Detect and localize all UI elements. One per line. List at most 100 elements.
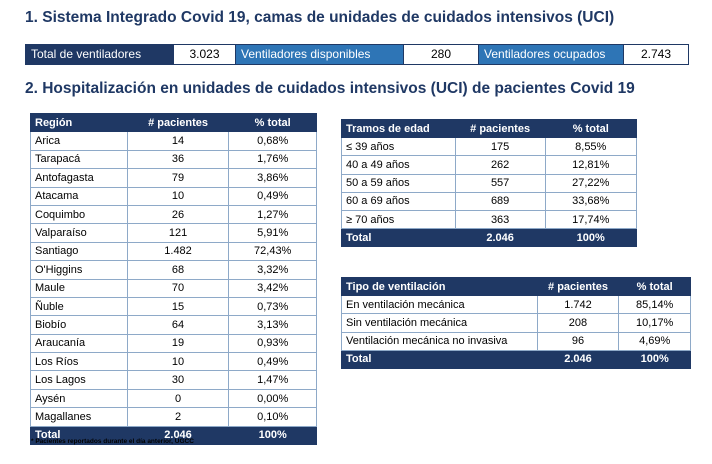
section1-title: 1. Sistema Integrado Covid 19, camas de … (25, 9, 615, 26)
row-pacientes: 1.482 (126, 241, 230, 262)
total-pacientes: 2.046 (126, 425, 230, 446)
total-row: Total 2.046 100% (30, 425, 317, 446)
ventiladores-disponibles-value: 280 (404, 45, 479, 64)
header-tramos-edad: Tramos de edad (341, 118, 456, 139)
ventiladores-ocupados-value: 2.743 (624, 45, 688, 64)
table-row: O'Higgins 68 3,32% (30, 260, 317, 280)
row-porcentaje: 0,93% (228, 333, 317, 354)
row-pacientes: 121 (126, 223, 230, 243)
row-pacientes: 15 (126, 296, 230, 317)
row-porcentaje: 3,86% (228, 168, 317, 188)
row-label: ≥ 70 años (341, 209, 456, 230)
total-row: Total 2.046 100% (341, 349, 691, 369)
table-row: Los Lagos 30 1,47% (30, 370, 317, 390)
header-porcentaje: % total (544, 118, 637, 139)
total-pacientes: 2.046 (454, 228, 546, 248)
row-label: Magallanes (30, 407, 128, 427)
row-pacientes: 175 (454, 137, 546, 157)
table-row: Los Ríos 10 0,49% (30, 352, 317, 372)
table-row: Atacama 10 0,49% (30, 186, 317, 206)
row-porcentaje: 72,43% (228, 241, 317, 262)
row-porcentaje: 12,81% (544, 155, 637, 175)
row-pacientes: 0 (126, 388, 230, 409)
table-row: ≤ 39 años 175 8,55% (341, 137, 637, 157)
row-label: Araucanía (30, 333, 128, 354)
total-label: Total (341, 228, 456, 248)
row-pacientes: 68 (126, 260, 230, 280)
row-label: Arica (30, 131, 128, 151)
age-table: Tramos de edad # pacientes % total ≤ 39 … (341, 118, 637, 248)
row-pacientes: 262 (454, 155, 546, 175)
row-pacientes: 2 (126, 407, 230, 427)
row-pacientes: 96 (536, 331, 620, 351)
row-pacientes: 10 (126, 186, 230, 206)
row-porcentaje: 5,91% (228, 223, 317, 243)
table-header-row: Tramos de edad # pacientes % total (341, 118, 637, 139)
row-porcentaje: 17,74% (544, 209, 637, 230)
row-pacientes: 689 (454, 191, 546, 211)
row-pacientes: 208 (536, 313, 620, 333)
row-pacientes: 36 (126, 149, 230, 170)
total-porcentaje: 100% (544, 228, 637, 248)
header-region: Región (30, 112, 128, 133)
row-label: Antofagasta (30, 168, 128, 188)
row-porcentaje: 0,68% (228, 131, 317, 151)
row-label: O'Higgins (30, 260, 128, 280)
row-porcentaje: 3,32% (228, 260, 317, 280)
row-pacientes: 19 (126, 333, 230, 354)
row-pacientes: 64 (126, 315, 230, 335)
row-label: Valparaíso (30, 223, 128, 243)
row-label: Coquimbo (30, 204, 128, 225)
ventilation-table: Tipo de ventilación # pacientes % total … (341, 276, 691, 369)
total-porcentaje: 100% (228, 425, 317, 446)
row-pacientes: 26 (126, 204, 230, 225)
row-porcentaje: 1,76% (228, 149, 317, 170)
header-porcentaje: % total (228, 112, 317, 133)
row-label: Ñuble (30, 296, 128, 317)
table-row: Magallanes 2 0,10% (30, 407, 317, 427)
row-label: 60 a 69 años (341, 191, 456, 211)
total-label: Total (30, 425, 128, 446)
header-porcentaje: % total (618, 276, 691, 297)
table-row: 60 a 69 años 689 33,68% (341, 191, 637, 211)
region-table: Región # pacientes % total Arica 14 0,68% T… (30, 112, 317, 446)
row-label: Los Lagos (30, 370, 128, 390)
table-row: Maule 70 3,42% (30, 278, 317, 298)
row-pacientes: 1.742 (536, 295, 620, 315)
total-ventiladores-value: 3.023 (174, 45, 236, 64)
row-porcentaje: 0,49% (228, 186, 317, 206)
section2-title: 2. Hospitalización en unidades de cuidad… (25, 80, 635, 97)
row-label: En ventilación mecánica (341, 295, 538, 315)
row-label: Los Ríos (30, 352, 128, 372)
header-pacientes: # pacientes (126, 112, 230, 133)
table-row: Valparaíso 121 5,91% (30, 223, 317, 243)
row-porcentaje: 85,14% (618, 295, 691, 315)
row-porcentaje: 1,47% (228, 370, 317, 390)
table-row: 40 a 49 años 262 12,81% (341, 155, 637, 175)
header-pacientes: # pacientes (454, 118, 546, 139)
row-porcentaje: 0,73% (228, 296, 317, 317)
row-pacientes: 14 (126, 131, 230, 151)
ventilator-summary-bar: Total de ventiladores 3.023 Ventiladores… (25, 44, 689, 65)
row-pacientes: 70 (126, 278, 230, 298)
total-pacientes: 2.046 (536, 349, 620, 369)
row-porcentaje: 3,13% (228, 315, 317, 335)
total-ventiladores-label: Total de ventiladores (26, 45, 174, 64)
table-row: Sin ventilación mecánica 208 10,17% (341, 313, 691, 333)
row-label: 40 a 49 años (341, 155, 456, 175)
ventiladores-ocupados-label: Ventiladores ocupados (479, 45, 624, 64)
row-pacientes: 363 (454, 209, 546, 230)
row-porcentaje: 1,27% (228, 204, 317, 225)
row-label: Aysén (30, 388, 128, 409)
row-porcentaje: 3,42% (228, 278, 317, 298)
table-row: ≥ 70 años 363 17,74% (341, 209, 637, 230)
row-porcentaje: 0,00% (228, 388, 317, 409)
row-pacientes: 79 (126, 168, 230, 188)
row-label: Atacama (30, 186, 128, 206)
table-header-row: Tipo de ventilación # pacientes % total (341, 276, 691, 297)
total-porcentaje: 100% (618, 349, 691, 369)
table-row: Ventilación mecánica no invasiva 96 4,69% (341, 331, 691, 351)
row-pacientes: 10 (126, 352, 230, 372)
table-row: Arica 14 0,68% (30, 131, 317, 151)
row-porcentaje: 0,10% (228, 407, 317, 427)
